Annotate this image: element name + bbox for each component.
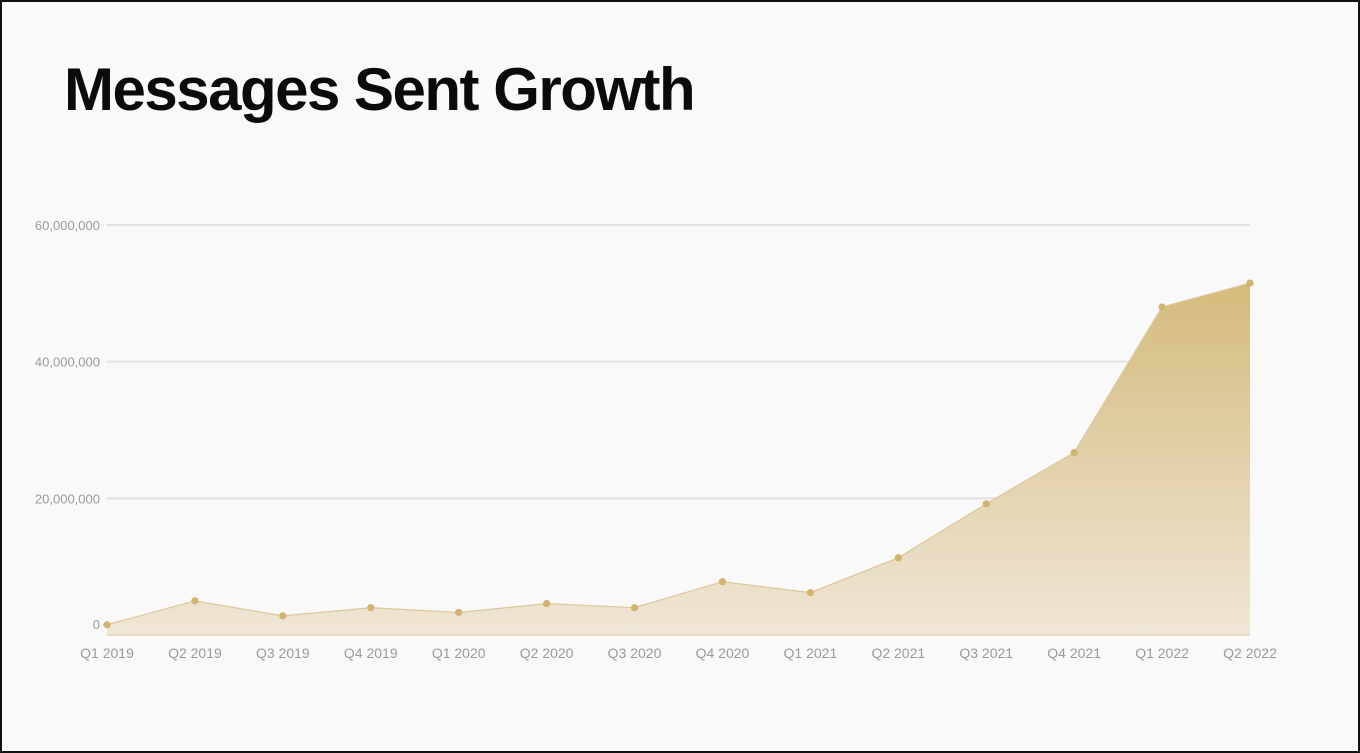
y-tick-label: 20,000,000 [35, 491, 100, 506]
data-point [630, 604, 639, 612]
series-area [107, 283, 1250, 635]
data-point [1246, 279, 1254, 287]
x-tick-label: Q3 2019 [256, 645, 310, 661]
y-tick-label: 60,000,000 [35, 218, 100, 233]
series-line [106, 282, 1251, 626]
area-series [106, 282, 1251, 636]
data-point [894, 554, 902, 562]
data-point [982, 500, 990, 508]
x-tick-label: Q2 2022 [1223, 645, 1277, 661]
data-point [1070, 448, 1078, 457]
data-point [1158, 303, 1166, 311]
x-tick-label: Q1 2020 [432, 645, 486, 661]
x-tick-label: Q2 2019 [168, 645, 222, 661]
data-point [103, 621, 111, 629]
chart-title: Messages Sent Growth [64, 56, 696, 123]
x-tick-label: Q1 2021 [784, 645, 838, 661]
x-tick-label: Q2 2021 [871, 645, 925, 661]
x-tick-label: Q2 2020 [520, 645, 574, 661]
x-tick-label: Q3 2021 [959, 645, 1013, 661]
x-tick-label: Q1 2022 [1135, 645, 1189, 661]
data-point [543, 599, 551, 608]
y-tick-label: 0 [93, 617, 100, 632]
data-point [279, 612, 287, 620]
data-point [718, 578, 727, 586]
x-tick-label: Q4 2019 [344, 645, 398, 661]
data-markers [103, 279, 1254, 629]
x-tick-label: Q4 2020 [696, 645, 750, 661]
x-tick-label: Q3 2020 [608, 645, 662, 661]
x-tick-label: Q1 2019 [80, 645, 134, 661]
data-point [806, 589, 814, 597]
x-axis-ticks: Q1 2019 Q2 2019 Q3 2019 Q4 2019 Q1 2020 Q2 20… [80, 645, 1277, 661]
x-tick-label: Q4 2021 [1047, 645, 1101, 661]
y-tick-label: 40,000,000 [35, 355, 100, 370]
data-point [367, 604, 375, 612]
data-point [455, 608, 463, 617]
y-axis-ticks: 0 20,000,000 40,000,000 60,000,000 [35, 218, 100, 632]
data-point [191, 597, 199, 605]
